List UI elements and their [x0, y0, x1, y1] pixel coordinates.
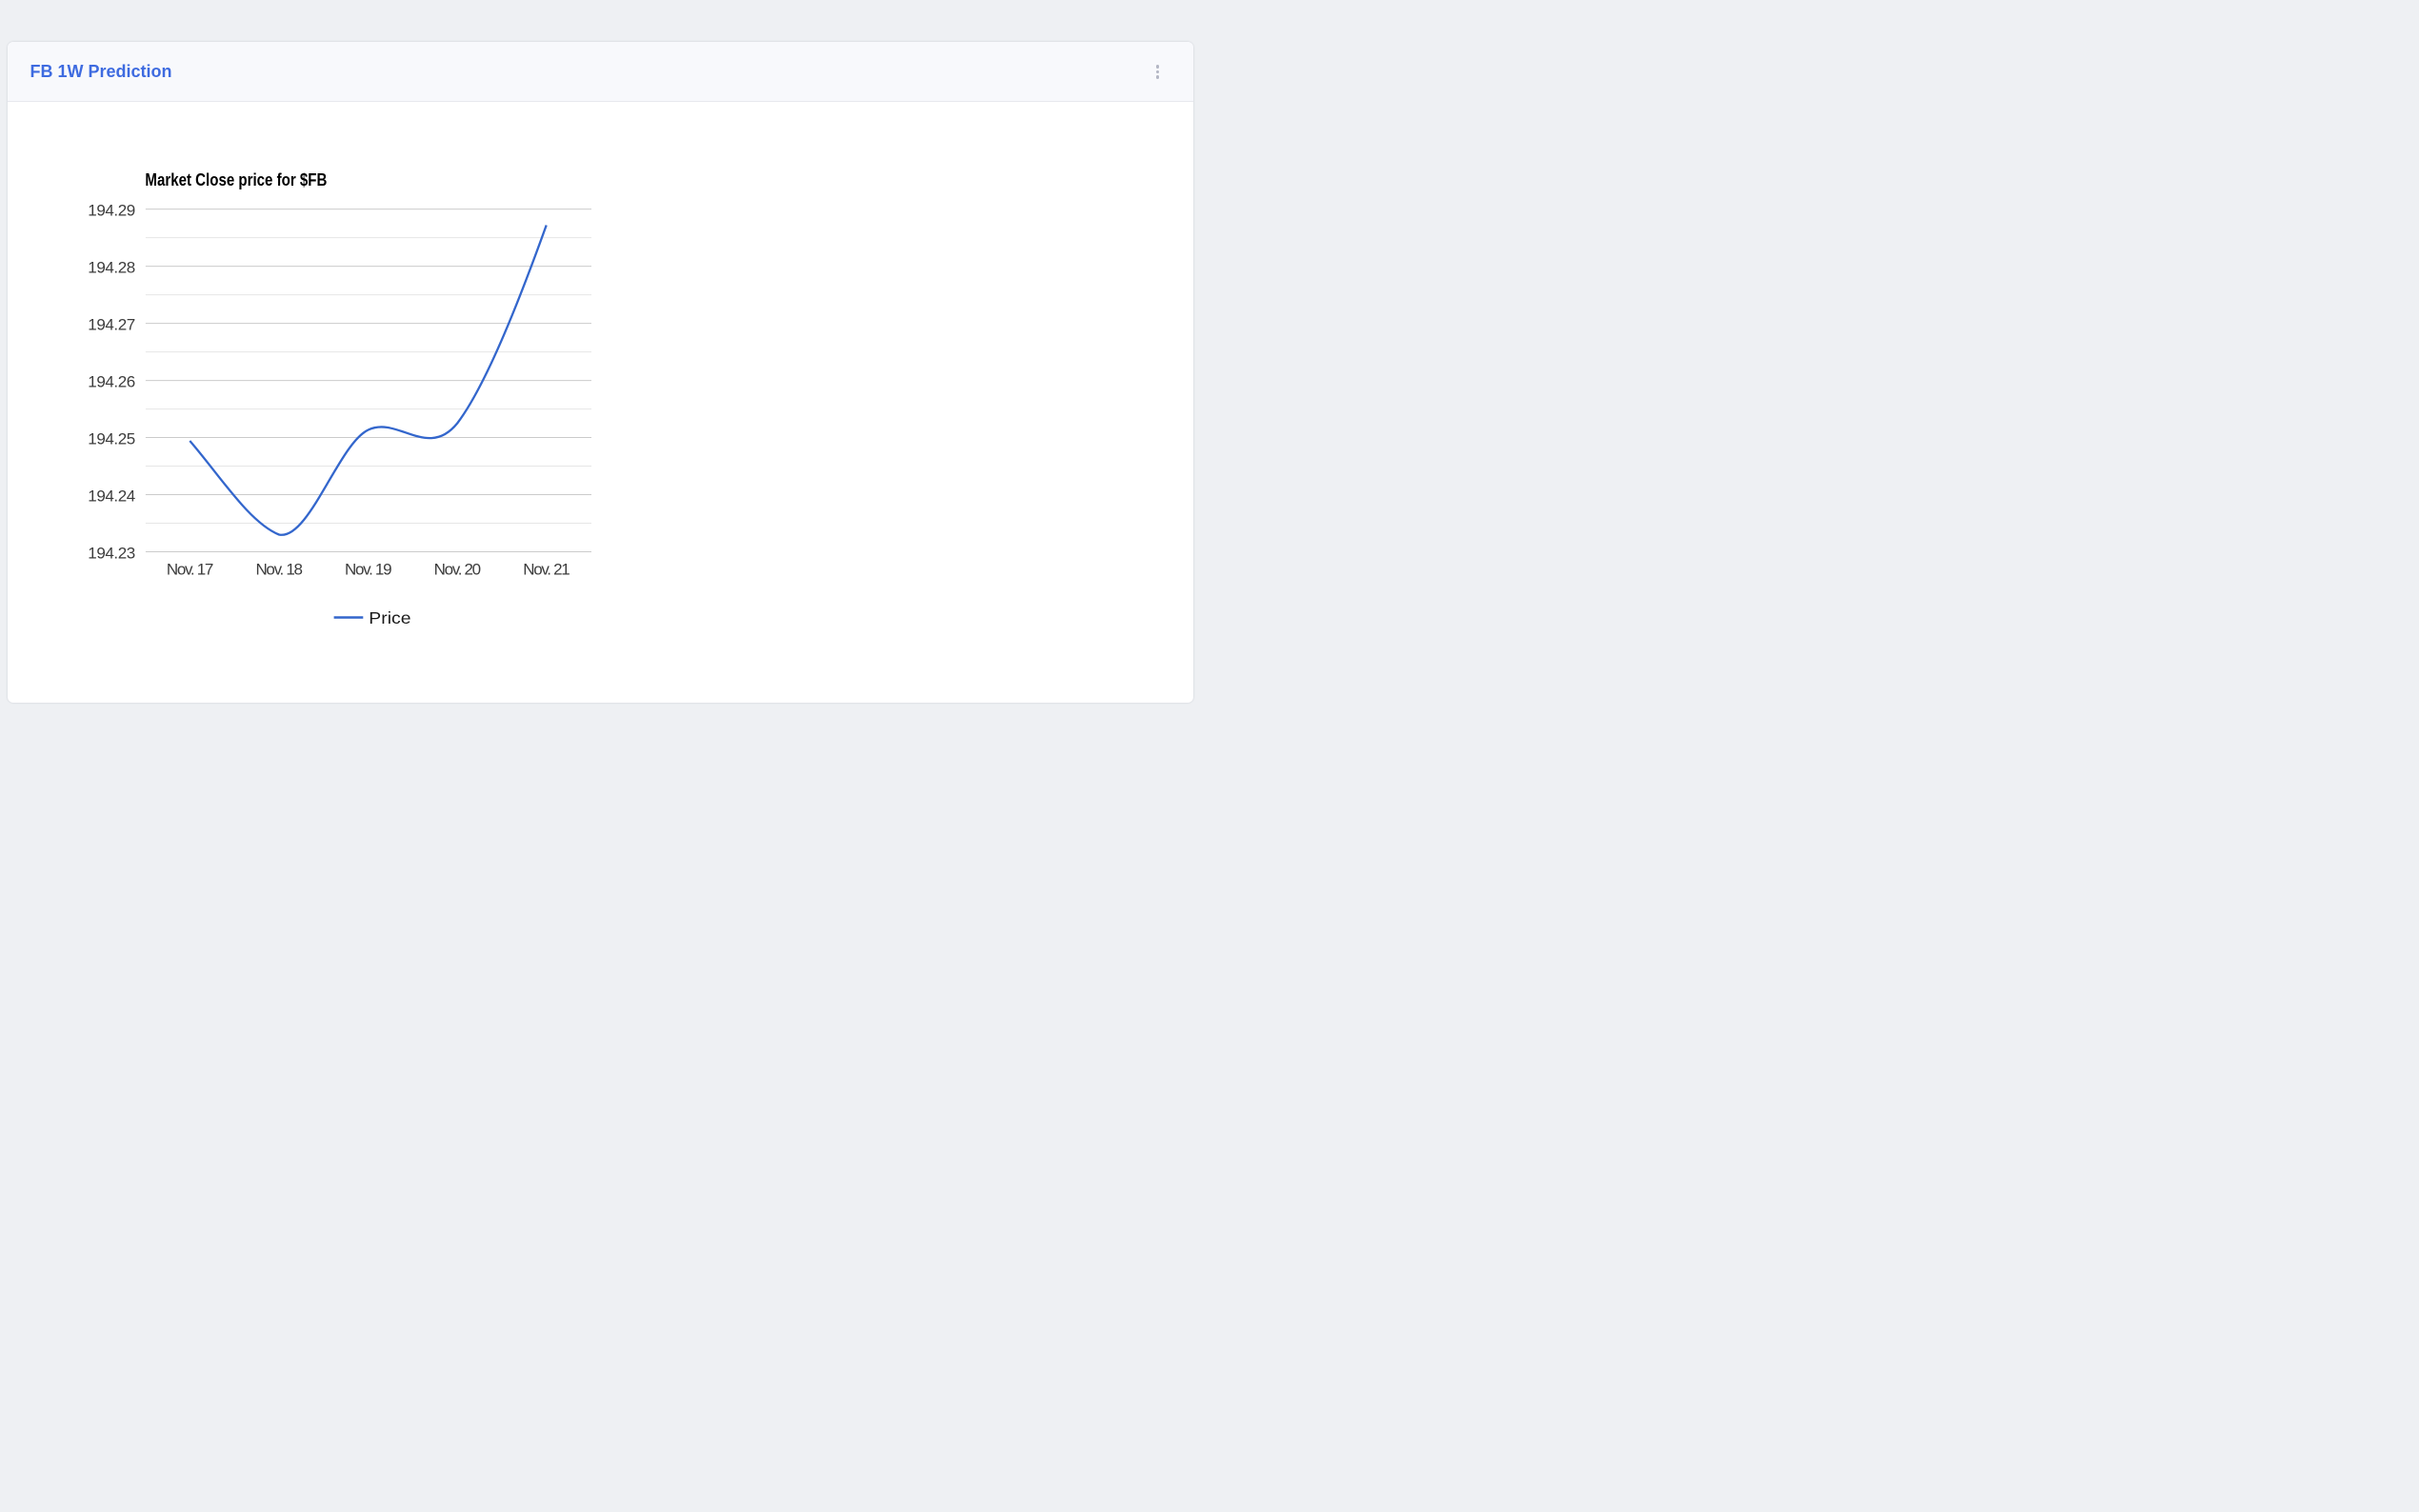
svg-text:Nov. 18: Nov. 18: [255, 561, 303, 579]
svg-text:194.25: 194.25: [88, 429, 135, 448]
svg-text:194.29: 194.29: [88, 202, 135, 220]
svg-text:194.23: 194.23: [88, 544, 135, 562]
svg-text:Nov. 20: Nov. 20: [434, 561, 482, 579]
svg-text:Nov. 21: Nov. 21: [523, 561, 570, 579]
svg-text:Market Close price for $FB: Market Close price for $FB: [145, 170, 327, 189]
svg-text:Price: Price: [369, 608, 410, 627]
svg-text:194.24: 194.24: [88, 487, 135, 505]
svg-text:194.27: 194.27: [88, 316, 135, 334]
svg-text:Nov. 17: Nov. 17: [167, 561, 214, 579]
svg-text:194.28: 194.28: [88, 259, 135, 277]
svg-text:Nov. 19: Nov. 19: [345, 561, 392, 579]
svg-text:194.26: 194.26: [88, 373, 135, 391]
